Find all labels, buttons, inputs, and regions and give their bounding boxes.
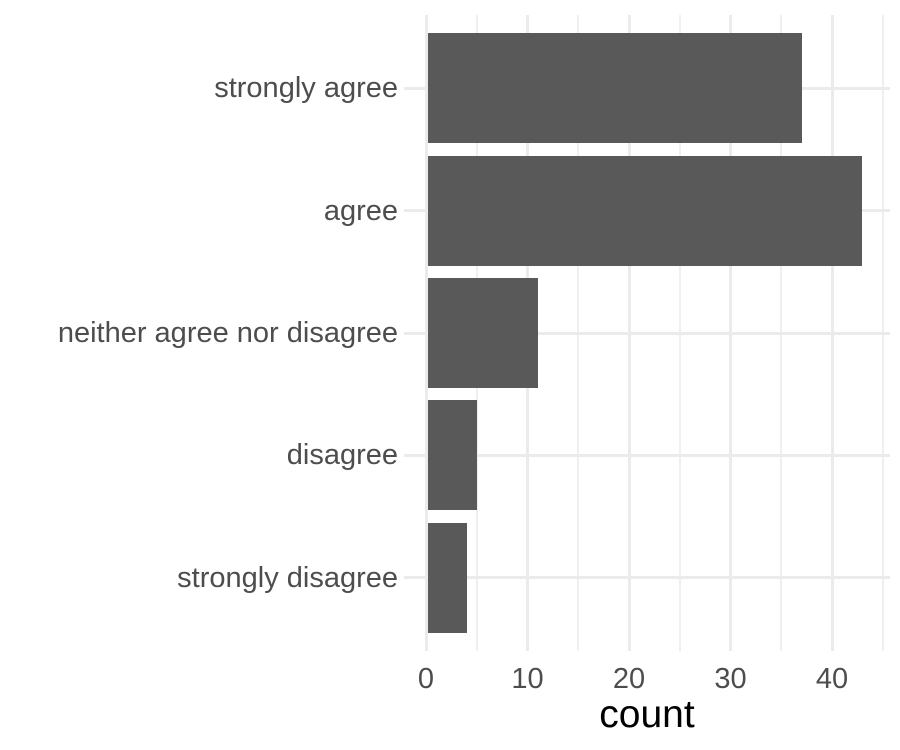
- x-tick-label: 10: [511, 663, 544, 695]
- h-gridline: [404, 331, 890, 335]
- x-tick-label: 20: [612, 663, 646, 695]
- h-gridline: [404, 453, 890, 457]
- y-axis-label: strongly disagree: [177, 561, 398, 594]
- y-axis-label: agree: [323, 194, 398, 227]
- y-axis-label: strongly agree: [214, 72, 398, 105]
- h-gridline: [404, 576, 890, 580]
- y-axis-label: disagree: [286, 439, 398, 472]
- bar: [427, 277, 538, 389]
- y-axis-label: neither agree nor disagree: [57, 317, 398, 349]
- chart-panel: [404, 15, 890, 651]
- x-tick-label: 40: [815, 663, 849, 695]
- bar: [427, 155, 863, 266]
- x-tick-label: 0: [417, 663, 435, 695]
- x-tick-label: 30: [714, 663, 747, 695]
- bar: [427, 400, 477, 511]
- bars: [404, 15, 890, 651]
- bar: [427, 33, 802, 144]
- bar: [427, 522, 467, 633]
- x-axis-title: count: [599, 693, 695, 736]
